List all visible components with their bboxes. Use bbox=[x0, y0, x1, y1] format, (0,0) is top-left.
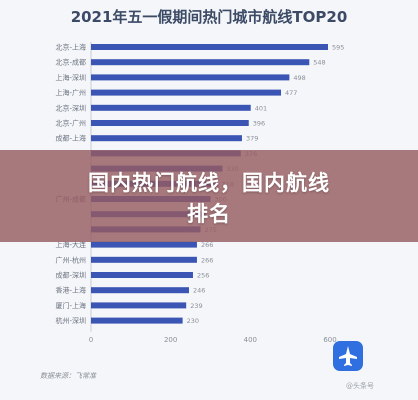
bar bbox=[91, 104, 251, 111]
category-label: 上海-广州 bbox=[55, 88, 86, 97]
category-label: 北京-成都 bbox=[55, 58, 86, 67]
category-label: 北京-深圳 bbox=[55, 103, 86, 112]
bar bbox=[91, 44, 329, 50]
headline-line-1: 国内热门航线，国内航线 bbox=[88, 171, 330, 195]
plane-icon bbox=[339, 346, 357, 366]
bar bbox=[91, 135, 242, 142]
data-label: 266 bbox=[201, 256, 213, 264]
category-label: 广州-杭州 bbox=[55, 255, 86, 264]
bar bbox=[91, 120, 249, 126]
data-label: 246 bbox=[193, 287, 205, 295]
data-label: 548 bbox=[313, 59, 325, 67]
category-label: 厦门-上海 bbox=[55, 301, 86, 310]
x-tick-label: 600 bbox=[323, 336, 336, 344]
x-tick-label: 0 bbox=[89, 336, 93, 344]
data-label: 595 bbox=[332, 44, 344, 52]
category-label: 香港-上海 bbox=[55, 286, 86, 295]
chart-title: 2021年五一假期间热门城市航线TOP20 bbox=[70, 8, 348, 26]
category-label: 上海-深圳 bbox=[55, 73, 86, 82]
category-label: 成都-上海 bbox=[55, 134, 86, 143]
bar bbox=[91, 287, 189, 294]
data-label: 401 bbox=[255, 104, 267, 112]
data-label: 477 bbox=[285, 89, 297, 97]
bar bbox=[91, 74, 290, 81]
bar bbox=[91, 241, 197, 248]
bar bbox=[91, 59, 310, 66]
data-label: 396 bbox=[253, 120, 265, 128]
category-label: 成都-深圳 bbox=[55, 271, 86, 280]
bar bbox=[91, 302, 187, 309]
data-label: 266 bbox=[201, 241, 213, 249]
data-source: 数据来源：飞常准 bbox=[40, 372, 96, 380]
data-label: 256 bbox=[197, 272, 209, 280]
x-tick-label: 200 bbox=[164, 336, 177, 344]
headline-line-2: 排名 bbox=[187, 202, 231, 226]
watermark: @头条号 bbox=[346, 382, 374, 390]
category-label: 北京-广州 bbox=[55, 119, 86, 128]
data-label: 239 bbox=[190, 302, 202, 310]
data-label: 230 bbox=[187, 317, 199, 325]
category-label: 上海-大连 bbox=[55, 240, 86, 249]
data-label: 498 bbox=[293, 74, 305, 82]
bar bbox=[91, 317, 183, 324]
headline-text: 国内热门航线，国内航线 排名 bbox=[20, 168, 398, 230]
x-tick-label: 400 bbox=[244, 336, 257, 344]
bar bbox=[91, 272, 193, 278]
app-logo-icon bbox=[333, 341, 363, 371]
bar bbox=[91, 256, 197, 263]
headline-banner bbox=[0, 150, 418, 242]
data-label: 379 bbox=[246, 135, 258, 143]
category-label: 北京-上海 bbox=[55, 43, 86, 52]
category-label: 杭州-深圳 bbox=[55, 316, 86, 325]
bar bbox=[91, 89, 282, 96]
